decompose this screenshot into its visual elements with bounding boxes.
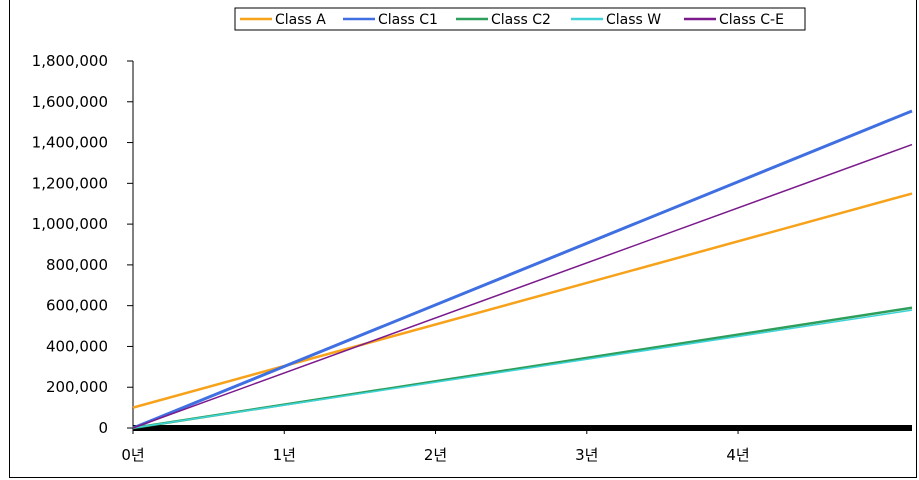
x-tick-label: 3년	[575, 446, 598, 464]
axes: 0 200,000 400,000 600,000 800,000 1,000,000 1,…	[32, 52, 912, 464]
series-line-class-c-e	[132, 143, 913, 429]
y-tick-label: 0	[98, 419, 108, 437]
y-tick-label: 600,000	[46, 297, 108, 315]
y-tick-label: 200,000	[46, 378, 108, 396]
x-tick-label: 4년	[726, 446, 749, 464]
legend-label: Class C1	[378, 12, 438, 28]
y-tick-label: 1,000,000	[32, 215, 108, 233]
series-line-class-w	[132, 309, 913, 429]
legend: Class A Class C1 Class C2 Class W Class C-E	[234, 7, 806, 31]
series-line-class-a	[132, 192, 913, 409]
legend-box	[234, 7, 806, 31]
legend-label: Class A	[275, 12, 326, 28]
y-tick-label: 1,600,000	[32, 93, 108, 111]
legend-label: Class W	[606, 12, 661, 28]
legend-label: Class C2	[491, 12, 551, 28]
y-tick-label: 1,200,000	[32, 174, 108, 192]
x-tick-label: 2년	[424, 446, 447, 464]
y-tick-label: 1,400,000	[32, 134, 108, 152]
chart-frame	[9, 0, 917, 478]
x-tick-label: 1년	[273, 446, 296, 464]
x-tick-label: 0년	[121, 446, 144, 464]
series-line-class-c1	[132, 109, 913, 430]
legend-label: Class C-E	[719, 12, 784, 28]
y-tick-label: 800,000	[46, 256, 108, 274]
series-lines	[132, 109, 913, 430]
y-tick-label: 1,800,000	[32, 52, 108, 70]
y-tick-label: 400,000	[46, 337, 108, 355]
